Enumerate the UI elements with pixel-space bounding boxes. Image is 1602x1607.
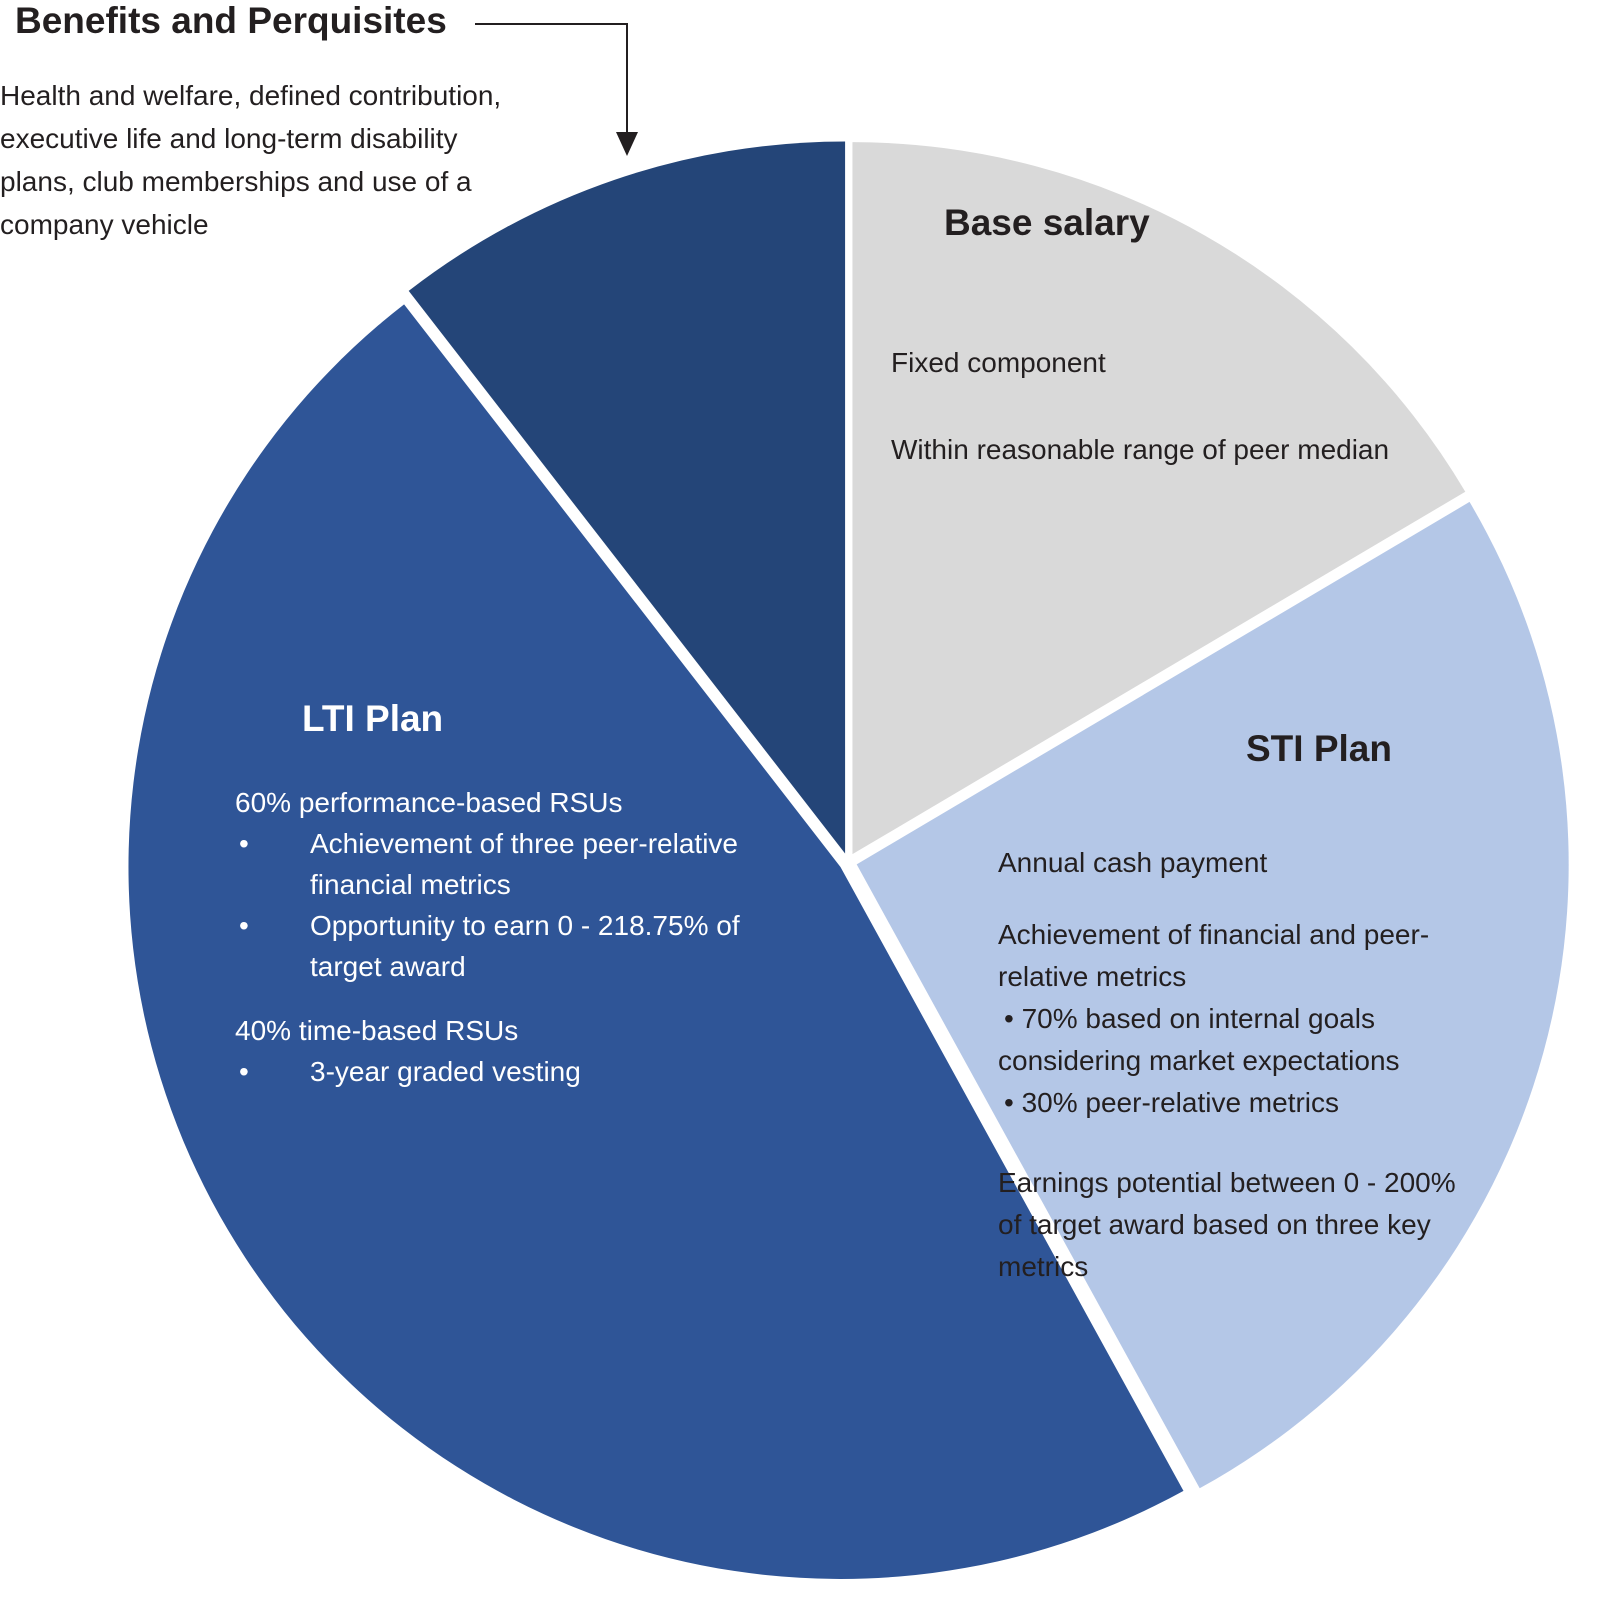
sti-line: Earnings potential between 0 - 200%	[998, 1167, 1456, 1198]
bullet-icon: •	[239, 1056, 249, 1087]
lti-bullet-line: 3-year graded vesting	[310, 1056, 581, 1087]
pie-slice-benefits	[408, 141, 846, 854]
benefits-label: Benefits and Perquisites	[15, 0, 447, 41]
base-salary-label: Base salary	[944, 202, 1150, 243]
lti-bullet-line: Opportunity to earn 0 - 218.75% of	[310, 910, 740, 941]
sti-line: considering market expectations	[998, 1045, 1400, 1076]
benefits-line: executive life and long-term disability	[0, 123, 458, 154]
benefits-callout-arrow	[616, 132, 638, 156]
pie-slice-lti	[128, 304, 1184, 1579]
lti-bullet: • Achievement of three peer-relative fin…	[235, 823, 835, 905]
sti-line: metrics	[998, 1251, 1089, 1282]
benefits-line: Health and welfare, defined contribution…	[0, 80, 502, 111]
lti-plan-label: LTI Plan	[302, 698, 444, 739]
bullet-icon: •	[239, 910, 249, 941]
sti-line: • 30% peer-relative metrics	[1004, 1087, 1340, 1118]
lti-bullet-line: financial metrics	[310, 869, 511, 900]
benefits-line: company vehicle	[0, 209, 209, 240]
sti-plan-label: STI Plan	[1246, 728, 1392, 769]
pie-slice-base	[852, 142, 1466, 855]
sti-line: Annual cash payment	[998, 847, 1268, 878]
lti-bullet: • Opportunity to earn 0 - 218.75% of tar…	[235, 905, 835, 987]
lti-group-heading: 40% time-based RSUs	[235, 1015, 519, 1046]
base-salary-line: Fixed component	[891, 347, 1106, 378]
benefits-callout-line	[475, 23, 628, 140]
lti-bullet-line: target award	[310, 951, 466, 982]
lti-plan-description: 60% performance-based RSUs • Achievement…	[235, 782, 835, 1092]
bullet-icon: •	[239, 828, 249, 859]
lti-bullet: • 3-year graded vesting	[235, 1051, 835, 1092]
sti-plan-description: Annual cash payment Achievement of finan…	[998, 842, 1558, 1288]
sti-line: of target award based on three key	[998, 1209, 1431, 1240]
sti-line: relative metrics	[998, 961, 1187, 992]
benefits-line: plans, club memberships and use of a	[0, 166, 472, 197]
base-salary-line: Within reasonable range of peer median	[891, 434, 1390, 465]
lti-group-heading: 60% performance-based RSUs	[235, 787, 623, 818]
benefits-description: Health and welfare, defined contribution…	[0, 74, 600, 246]
lti-bullet-line: Achievement of three peer-relative	[310, 828, 738, 859]
sti-line: Achievement of financial and peer-	[998, 919, 1430, 950]
sti-line: • 70% based on internal goals	[1004, 1003, 1375, 1034]
pie-slices	[128, 141, 1569, 1579]
pie-slice-sti	[856, 501, 1569, 1489]
